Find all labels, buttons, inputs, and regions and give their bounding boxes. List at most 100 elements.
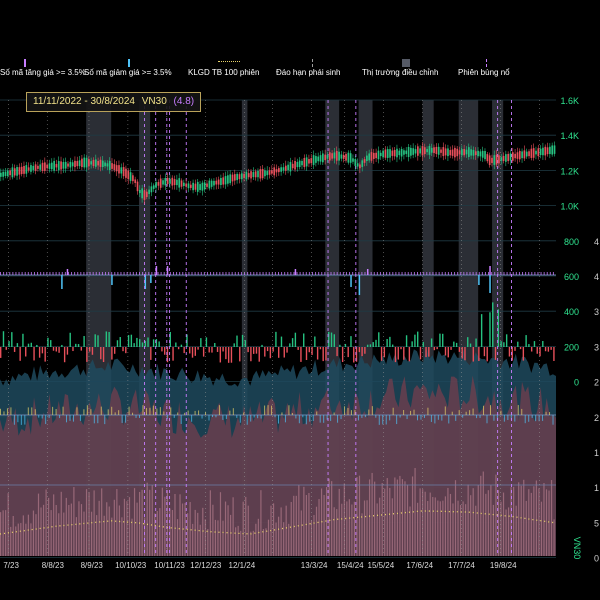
secondary-tick bbox=[118, 410, 120, 415]
secondary-tick bbox=[472, 408, 474, 415]
net-breadth-up-bar bbox=[375, 339, 377, 347]
net-breadth-down-bar bbox=[447, 347, 449, 358]
candle-body bbox=[284, 165, 287, 171]
candle-body bbox=[546, 147, 549, 155]
secondary-tick bbox=[507, 415, 509, 421]
legend-item: Phiên bùng nổ bbox=[458, 59, 510, 77]
volume-bar bbox=[500, 501, 502, 556]
candle-body bbox=[271, 170, 273, 174]
breadth-tick bbox=[364, 272, 366, 275]
secondary-tick bbox=[17, 415, 19, 423]
volume-bar bbox=[368, 479, 371, 556]
candle-body bbox=[210, 180, 213, 187]
candle-body bbox=[535, 150, 537, 155]
secondary-tick bbox=[413, 409, 415, 415]
candle-body bbox=[48, 163, 51, 169]
breadth-tick bbox=[349, 272, 351, 275]
candle-body bbox=[396, 148, 398, 158]
legend-item: KLGD TB 100 phiên bbox=[188, 61, 260, 77]
volume-bar bbox=[247, 505, 249, 556]
breadth-tick bbox=[244, 272, 246, 275]
net-breadth-up-bar bbox=[439, 333, 441, 347]
volume-bar bbox=[295, 495, 297, 556]
breadth-tick bbox=[435, 272, 437, 275]
secondary-tick bbox=[542, 415, 544, 421]
net-breadth-down-bar bbox=[191, 347, 194, 358]
volume-bar bbox=[444, 496, 446, 556]
net-breadth-down-bar bbox=[397, 347, 399, 360]
volume-bar bbox=[78, 501, 80, 556]
volume-bar bbox=[141, 489, 143, 556]
secondary-tick bbox=[170, 407, 172, 415]
breadth-tick bbox=[432, 272, 434, 275]
volume-bar bbox=[290, 501, 292, 556]
breadth-tick bbox=[77, 272, 79, 275]
volume-bar bbox=[472, 488, 474, 556]
volume-bar bbox=[42, 504, 45, 556]
net-breadth-down-bar bbox=[247, 347, 249, 353]
breadth-tick bbox=[552, 272, 554, 275]
candle-body bbox=[345, 153, 347, 161]
breadth-tick bbox=[336, 272, 338, 275]
net-breadth-up-bar bbox=[291, 338, 294, 347]
net-breadth-up-bar bbox=[261, 344, 263, 347]
candle-body bbox=[301, 160, 303, 166]
net-breadth-down-bar bbox=[183, 347, 185, 354]
net-breadth-up-bar bbox=[333, 334, 335, 347]
candle-body bbox=[16, 167, 18, 176]
volume-bar bbox=[540, 501, 543, 556]
x-tick-label: 13/3/24 bbox=[301, 561, 328, 570]
breadth-up-spike bbox=[155, 266, 158, 275]
candle-body bbox=[305, 157, 308, 167]
net-breadth-up-bar bbox=[533, 341, 536, 347]
breadth-tick bbox=[117, 272, 119, 275]
candle-body bbox=[366, 155, 368, 161]
candle-body bbox=[359, 164, 361, 169]
candle-body bbox=[423, 147, 426, 155]
volume-bar bbox=[439, 501, 441, 556]
breadth-tick bbox=[262, 272, 264, 275]
candle-body bbox=[437, 146, 440, 155]
net-breadth-down-bar bbox=[394, 347, 397, 363]
legend-label: KLGD TB 100 phiên bbox=[188, 68, 260, 77]
breadth-tick bbox=[120, 272, 122, 275]
candle-body bbox=[428, 146, 431, 155]
x-tick-label: 7/23 bbox=[3, 561, 19, 570]
candle-body bbox=[403, 150, 405, 155]
candle-body bbox=[208, 180, 211, 189]
volume-bar bbox=[131, 518, 133, 556]
candle-body bbox=[352, 158, 354, 162]
right-axis-label: 3 bbox=[594, 342, 599, 352]
secondary-tick bbox=[52, 406, 54, 415]
legend-marker bbox=[24, 59, 26, 67]
volume-bar bbox=[250, 531, 252, 556]
net-breadth-down-bar bbox=[400, 347, 402, 350]
breadth-tick bbox=[441, 272, 443, 275]
breadth-down-spike bbox=[144, 275, 147, 289]
secondary-tick bbox=[142, 405, 144, 415]
net-breadth-up-bar bbox=[94, 334, 96, 347]
net-breadth-down-bar bbox=[428, 347, 430, 357]
net-breadth-up-bar bbox=[8, 341, 10, 347]
net-breadth-down-bar bbox=[264, 347, 266, 357]
breadth-tick bbox=[222, 272, 224, 275]
net-breadth-down-bar bbox=[227, 347, 230, 363]
breadth-down-spike bbox=[478, 275, 480, 285]
volume-bar bbox=[361, 513, 363, 556]
candle-body bbox=[180, 180, 183, 187]
volume-bar bbox=[235, 527, 237, 556]
net-breadth-down-bar bbox=[341, 347, 344, 362]
net-breadth-up-bar bbox=[505, 334, 508, 347]
volume-bar bbox=[399, 475, 401, 556]
index-candles bbox=[0, 141, 556, 205]
secondary-tick bbox=[479, 415, 481, 418]
legend-marker bbox=[218, 61, 240, 66]
breadth-tick bbox=[296, 272, 298, 275]
breadth-tick bbox=[488, 272, 490, 275]
volume-bar bbox=[166, 490, 168, 556]
x-tick-label: 15/5/24 bbox=[368, 561, 395, 570]
candle-body bbox=[231, 174, 234, 182]
net-breadth-down-bar bbox=[547, 347, 550, 352]
breadth-tick bbox=[268, 272, 270, 275]
volume-bar bbox=[348, 499, 350, 556]
